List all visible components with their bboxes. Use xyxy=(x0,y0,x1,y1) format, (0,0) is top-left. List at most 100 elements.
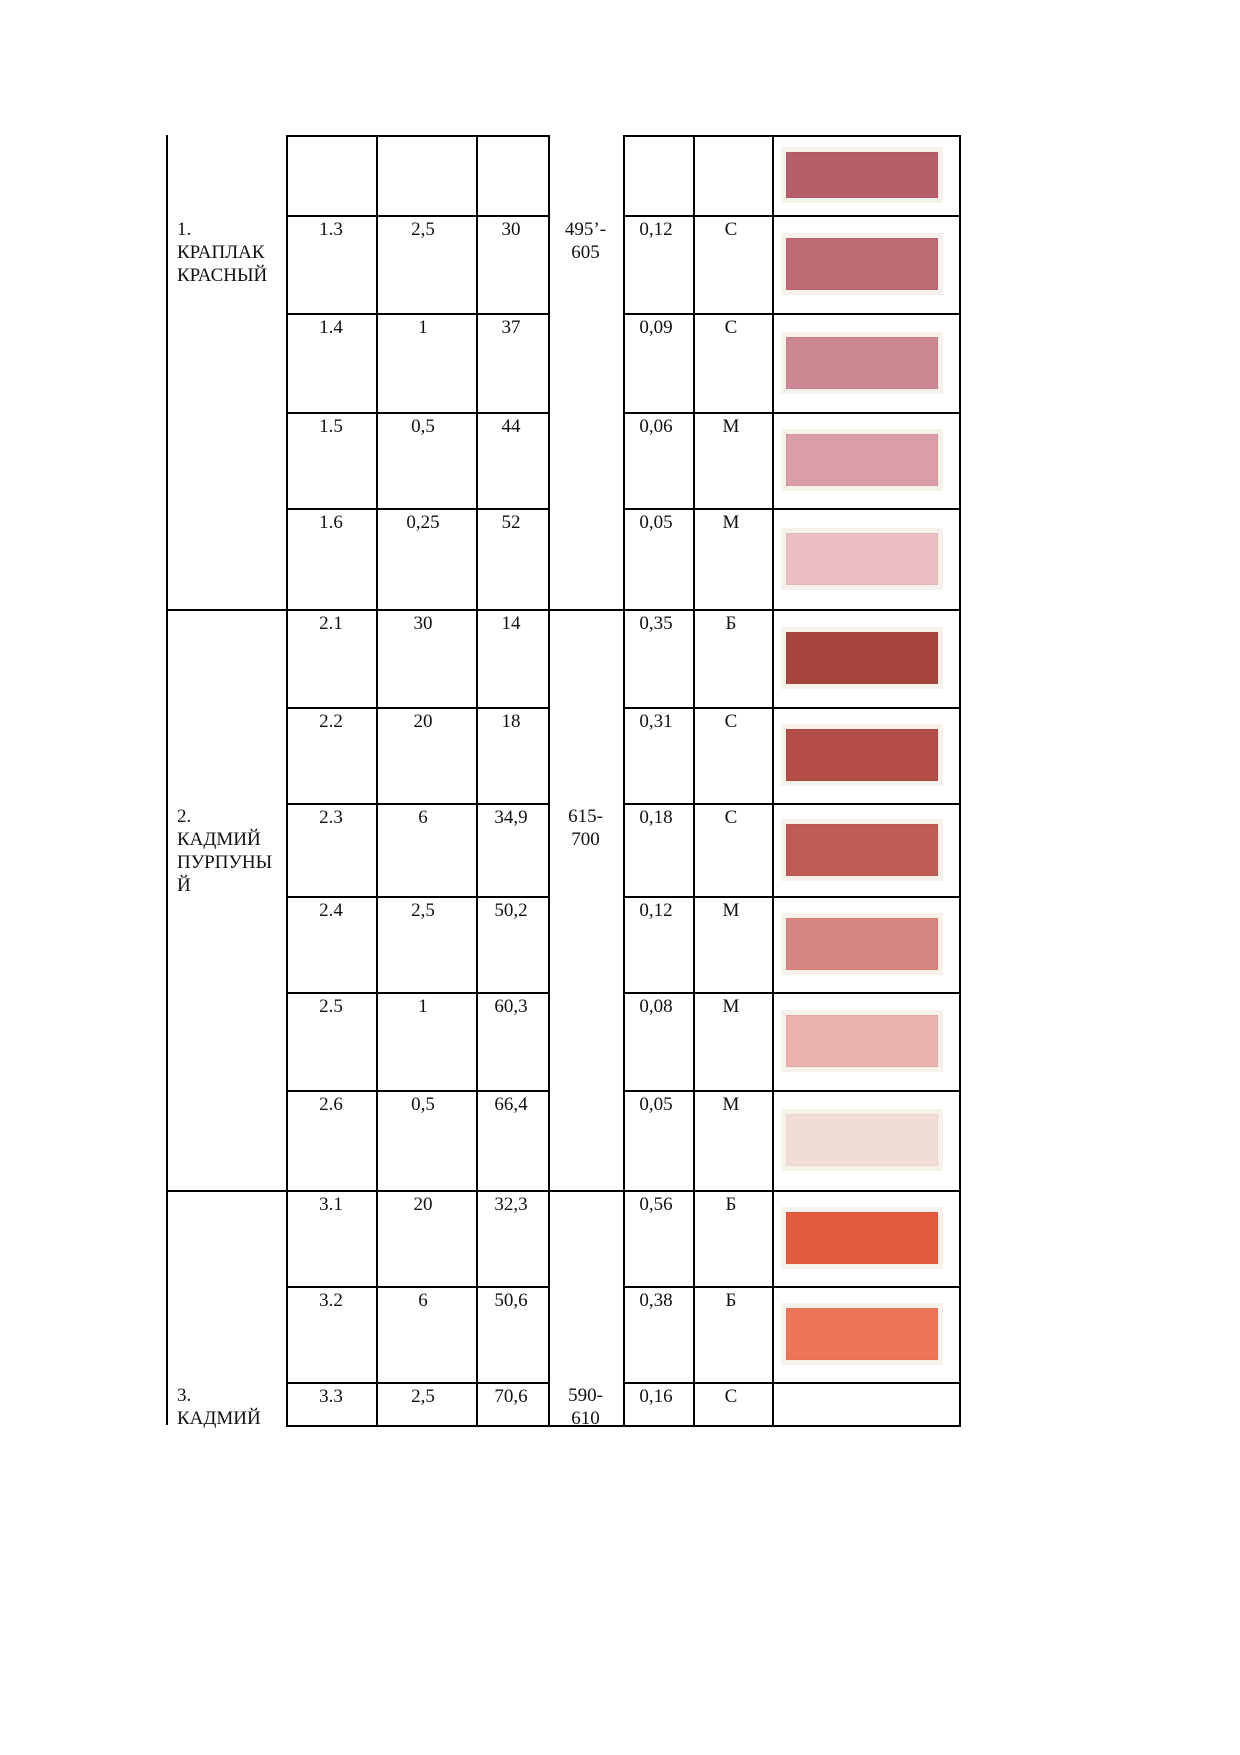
class-letter: М xyxy=(722,512,740,533)
concentration: 1 xyxy=(418,996,428,1017)
row-line xyxy=(623,609,961,611)
concentration: 2,5 xyxy=(411,900,435,921)
row-line xyxy=(286,1382,550,1384)
swatch-fill xyxy=(786,1212,938,1264)
concentration: 20 xyxy=(413,711,433,732)
sample-id: 1.3 xyxy=(319,219,343,240)
swatch-fill xyxy=(786,238,938,290)
sample-id: 1.5 xyxy=(319,416,343,437)
row-line xyxy=(286,215,550,217)
row-line xyxy=(286,609,550,611)
row-line xyxy=(286,412,550,414)
group-line xyxy=(166,609,286,611)
class-letter: С xyxy=(724,219,738,240)
swatch-fill xyxy=(786,1308,938,1360)
swatch-fill xyxy=(786,632,938,684)
class-letter: М xyxy=(722,996,740,1017)
coefficient: 0,09 xyxy=(639,317,673,338)
row-line xyxy=(623,412,961,414)
class-letter: С xyxy=(724,711,738,732)
row-line xyxy=(623,1382,961,1384)
column-line xyxy=(693,135,695,1425)
value: 32,3 xyxy=(494,1194,528,1215)
coefficient: 0,38 xyxy=(639,1290,673,1311)
color-swatch xyxy=(781,233,943,295)
swatch-fill xyxy=(786,824,938,876)
column-line xyxy=(376,135,378,1425)
color-swatch xyxy=(781,147,943,203)
pigment-name: 1. КРАПЛАК КРАСНЫЙ xyxy=(177,219,268,286)
row-line xyxy=(623,896,961,898)
coefficient: 0,16 xyxy=(639,1386,673,1407)
row-line xyxy=(623,1190,961,1192)
sample-id: 2.5 xyxy=(319,996,343,1017)
row-line xyxy=(286,992,550,994)
sample-id: 2.3 xyxy=(319,807,343,828)
row-line xyxy=(623,992,961,994)
left-border-line xyxy=(166,135,168,1425)
coefficient: 0,05 xyxy=(639,1094,673,1115)
value: 50,6 xyxy=(494,1290,528,1311)
coefficient: 0,06 xyxy=(639,416,673,437)
row-line xyxy=(286,1425,550,1427)
value: 18 xyxy=(501,711,521,732)
row-line xyxy=(286,707,550,709)
sample-id: 2.4 xyxy=(319,900,343,921)
value: 44 xyxy=(501,416,521,437)
coefficient: 0,56 xyxy=(639,1194,673,1215)
pigment-name: 2. КАДМИЙ ПУРПУНЫ Й xyxy=(177,806,273,896)
row-line xyxy=(286,313,550,315)
swatch-fill xyxy=(786,1114,938,1166)
class-letter: М xyxy=(722,416,740,437)
row-line xyxy=(286,1286,550,1288)
swatch-fill xyxy=(786,1015,938,1067)
wavelength-range: 590- 610 xyxy=(568,1385,603,1429)
row-line xyxy=(286,896,550,898)
row-line xyxy=(623,1286,961,1288)
concentration: 0,5 xyxy=(411,416,435,437)
color-swatch xyxy=(781,1010,943,1072)
row-line xyxy=(623,508,961,510)
sample-id: 1.4 xyxy=(319,317,343,338)
sample-id: 1.6 xyxy=(319,512,343,533)
class-letter: С xyxy=(724,807,738,828)
concentration: 6 xyxy=(418,807,428,828)
row-line xyxy=(623,313,961,315)
concentration: 30 xyxy=(413,613,433,634)
sample-id: 2.1 xyxy=(319,613,343,634)
swatch-fill xyxy=(786,533,938,585)
row-line xyxy=(623,1425,961,1427)
value: 30 xyxy=(501,219,521,240)
coefficient: 0,12 xyxy=(639,219,673,240)
coefficient: 0,05 xyxy=(639,512,673,533)
wavelength-range: 615- 700 xyxy=(568,806,603,850)
value: 52 xyxy=(501,512,521,533)
value: 70,6 xyxy=(494,1386,528,1407)
class-letter: Б xyxy=(725,1194,737,1215)
sample-id: 3.2 xyxy=(319,1290,343,1311)
coefficient: 0,08 xyxy=(639,996,673,1017)
color-swatch xyxy=(781,913,943,975)
row-line xyxy=(623,707,961,709)
column-line xyxy=(772,135,774,1425)
pigment-name: 3. КАДМИЙ xyxy=(177,1385,261,1429)
swatch-fill xyxy=(786,729,938,781)
swatch-fill xyxy=(786,337,938,389)
color-swatch xyxy=(781,332,943,394)
color-swatch xyxy=(781,819,943,881)
row-line xyxy=(623,135,961,137)
column-line xyxy=(623,135,625,1425)
row-line xyxy=(286,1190,550,1192)
value: 66,4 xyxy=(494,1094,528,1115)
concentration: 0,5 xyxy=(411,1094,435,1115)
coefficient: 0,35 xyxy=(639,613,673,634)
swatch-fill xyxy=(786,918,938,970)
concentration: 20 xyxy=(413,1194,433,1215)
concentration: 6 xyxy=(418,1290,428,1311)
column-line xyxy=(286,135,288,1425)
class-letter: М xyxy=(722,900,740,921)
group-line xyxy=(548,1190,623,1192)
row-line xyxy=(623,1090,961,1092)
value: 37 xyxy=(501,317,521,338)
swatch-fill xyxy=(786,434,938,486)
